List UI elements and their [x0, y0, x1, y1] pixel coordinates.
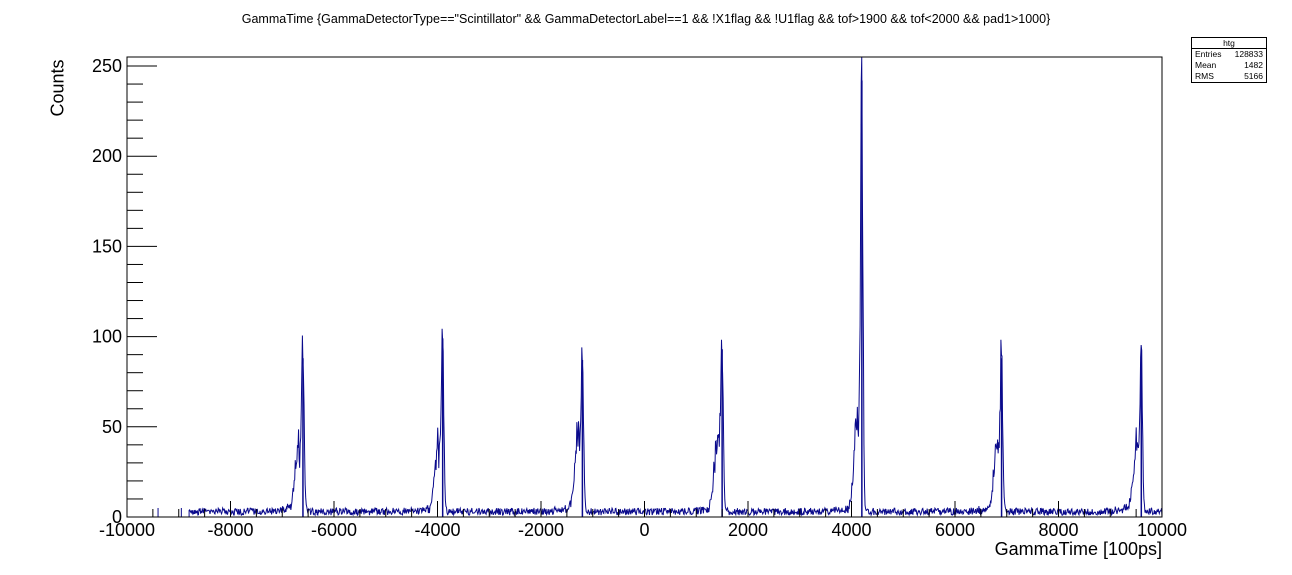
stats-value: 128833 [1234, 49, 1263, 59]
stats-value: 1482 [1244, 60, 1263, 70]
y-tick-label: 100 [92, 327, 122, 347]
y-tick-label: 0 [112, 507, 122, 527]
x-tick-label: 4000 [831, 520, 871, 540]
x-axis-label: GammaTime [100ps] [994, 539, 1162, 559]
x-tick-label: 2000 [728, 520, 768, 540]
x-tick-label: -6000 [311, 520, 357, 540]
x-tick-label: 10000 [1137, 520, 1187, 540]
axis-layer: 0 50 100 150 200 250 -10000 -8000 -6000 -4000 -200… [92, 56, 1187, 540]
stats-row-rms: RMS 5166 [1192, 71, 1266, 82]
stats-histogram-name: htg [1192, 38, 1266, 49]
stats-label: Mean [1195, 60, 1217, 70]
x-tick-label: -10000 [99, 520, 155, 540]
y-tick-label: 50 [102, 417, 122, 437]
x-tick-label: 0 [639, 520, 649, 540]
histogram-layer [157, 56, 1163, 518]
stats-label: RMS [1195, 71, 1214, 81]
y-tick-label: 150 [92, 236, 122, 256]
x-tick-label: -4000 [414, 520, 460, 540]
stats-box: htg Entries 128833 Mean 1482 RMS 5166 [1191, 37, 1267, 83]
chart-title: GammaTime {GammaDetectorType=="Scintilla… [241, 12, 1051, 26]
stats-value: 5166 [1244, 71, 1263, 81]
plot-frame [126, 56, 1163, 518]
x-tick-label: 6000 [935, 520, 975, 540]
y-tick-label: 200 [92, 146, 122, 166]
stats-label: Entries [1195, 49, 1222, 59]
stats-row-entries: Entries 128833 [1192, 49, 1266, 60]
x-tick-label: -8000 [207, 520, 253, 540]
x-tick-label: 8000 [1038, 520, 1078, 540]
y-tick-label: 250 [92, 56, 122, 76]
stats-row-mean: Mean 1482 [1192, 60, 1266, 71]
histogram-series-line [188, 56, 1163, 518]
x-tick-label: -2000 [518, 520, 564, 540]
